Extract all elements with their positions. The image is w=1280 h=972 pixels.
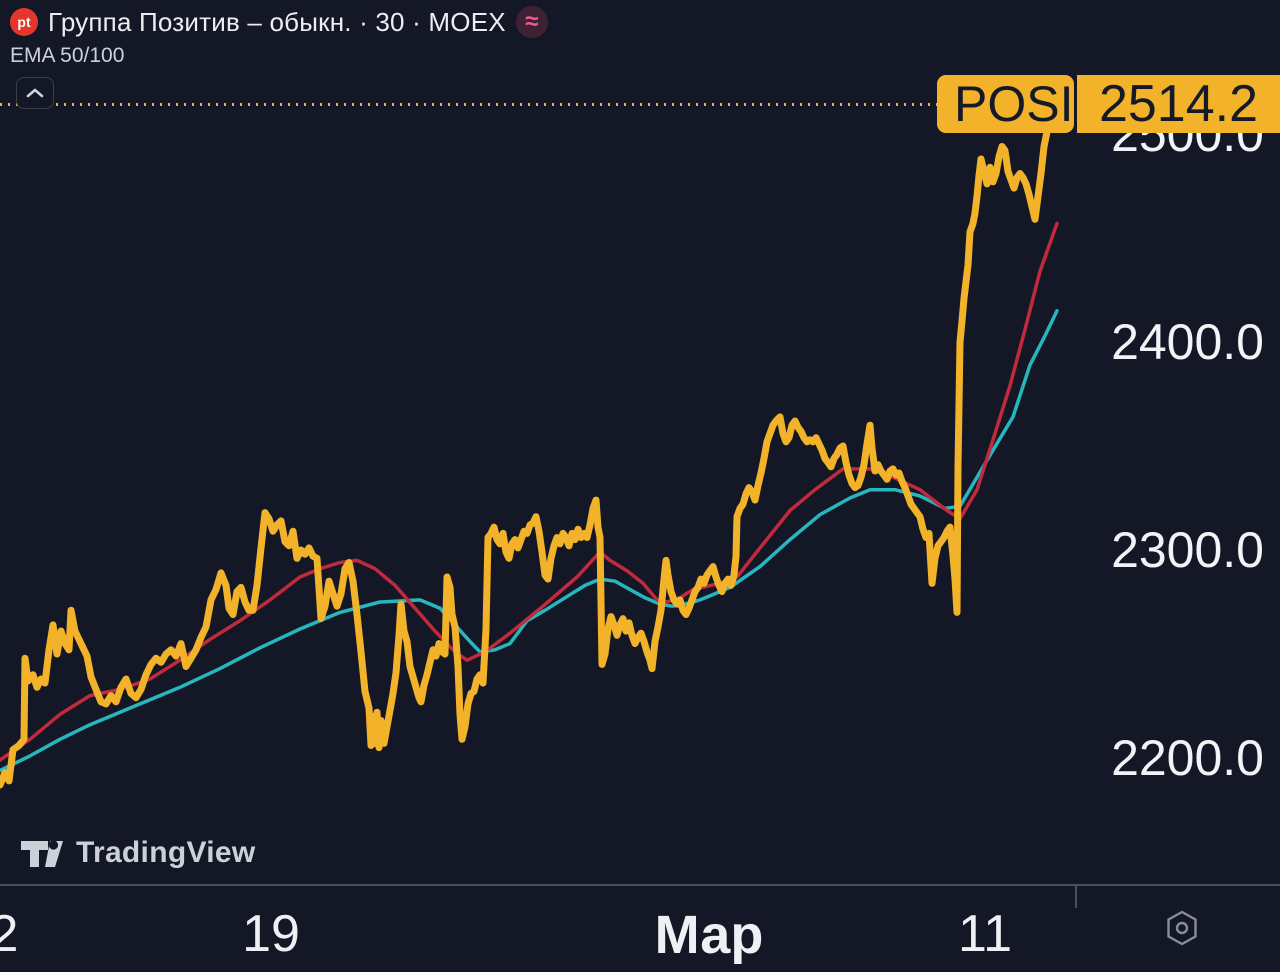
symbol-title[interactable]: Группа Позитив – обыкн. · 30 · MOEX [48,6,506,37]
current-price-value-label: 2514.2 [1077,75,1280,133]
collapse-button[interactable] [16,77,54,109]
series-ema-100 [0,309,1059,773]
time-axis-label: Мар [654,905,764,965]
time-axis-label: 2 [0,905,19,963]
chart-header[interactable]: pt Группа Позитив – обыкн. · 30 · MOEX ≈ [10,6,548,38]
tradingview-logo-icon [21,840,63,867]
time-axis[interactable]: 2 19 Мар 11 [0,884,1280,972]
time-axis-label: 19 [242,905,300,963]
price-axis-border-tick [1075,886,1077,908]
watermark-text: TradingView [76,836,256,869]
price-line-ticker-label: POSI [937,75,1074,133]
time-axis-label: 11 [958,905,1012,963]
symbol-logo-text: pt [17,14,31,30]
indicator-label: EMA 50/100 [10,44,125,67]
chevron-up-icon [26,88,44,98]
ticker-text: POSI [954,76,1074,132]
current-price-label-row: POSI 2514.2 [937,75,1280,133]
current-price-text: 2514.2 [1098,75,1259,133]
price-axis-label: 2400.0 [1111,314,1264,370]
delayed-data-icon[interactable]: ≈ [515,6,548,38]
settings-hexagon-icon [1167,910,1197,946]
price-axis-label: 2200.0 [1111,730,1264,786]
price-axis-label: 2300.0 [1111,522,1264,578]
series-posi-price [0,115,1054,789]
axis-divider [1074,75,1077,133]
time-axis-separator [0,884,1280,886]
approx-glyph: ≈ [525,8,539,35]
symbol-logo: pt [10,8,38,36]
axis-settings-button[interactable] [1162,908,1202,957]
tradingview-watermark[interactable]: TradingView [20,833,255,873]
